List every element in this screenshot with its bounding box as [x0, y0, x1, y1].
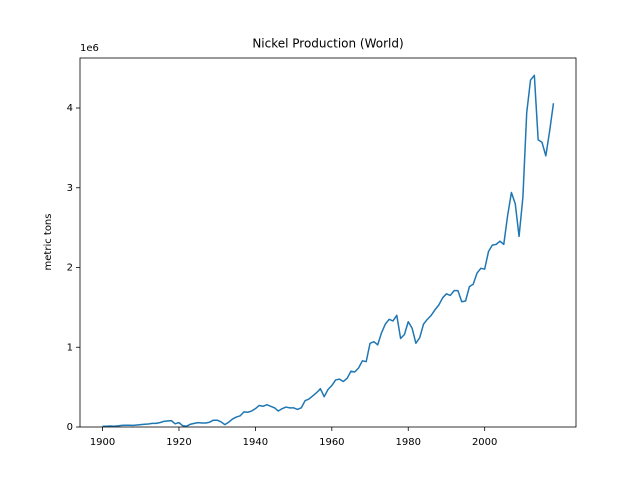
y-tick-label: 1: [67, 342, 73, 353]
x-tick-label: 1900: [90, 437, 115, 448]
x-tick-label: 1940: [243, 437, 268, 448]
y-offset-label: 1e6: [80, 43, 99, 54]
x-tick-label: 1920: [166, 437, 191, 448]
y-axis-label: metric tons: [43, 214, 54, 271]
y-tick-label: 4: [67, 103, 73, 114]
y-tick-label: 2: [67, 263, 73, 274]
x-tick-label: 1960: [319, 437, 344, 448]
x-tick-label: 1980: [396, 437, 421, 448]
y-tick-label: 3: [67, 183, 73, 194]
plot-frame: [79, 57, 577, 428]
chart-title: Nickel Production (World): [252, 37, 403, 51]
x-tick-label: 2000: [472, 437, 497, 448]
y-tick-label: 0: [67, 422, 73, 433]
data-line: [102, 74, 555, 428]
